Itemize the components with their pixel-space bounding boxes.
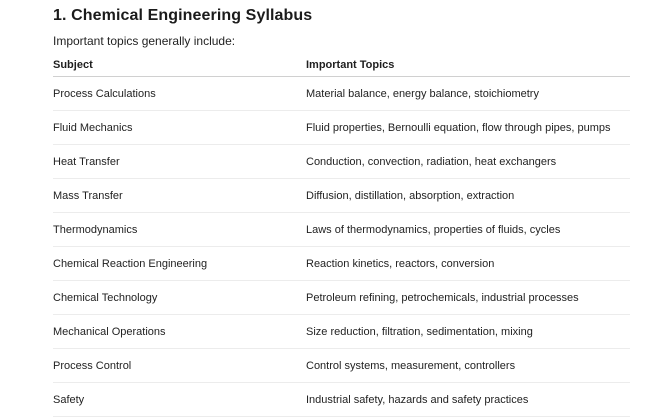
topics-cell: Fluid properties, Bernoulli equation, fl… — [306, 110, 630, 145]
table-row: Thermodynamics Laws of thermodynamics, p… — [53, 212, 630, 247]
document: 1. Chemical Engineering Syllabus Importa… — [53, 0, 630, 417]
table-row: Heat Transfer Conduction, convection, ra… — [53, 144, 630, 179]
table-row: Process Control Control systems, measure… — [53, 348, 630, 383]
table-row: Process Calculations Material balance, e… — [53, 76, 630, 111]
table-row: Mechanical Operations Size reduction, fi… — [53, 314, 630, 349]
intro-text: Important topics generally include: — [53, 34, 236, 48]
syllabus-table: Subject Important Topics Process Calcula… — [53, 53, 630, 417]
subject-cell: Chemical Reaction Engineering — [53, 246, 306, 281]
table-row: Fluid Mechanics Fluid properties, Bernou… — [53, 110, 630, 145]
topics-cell: Size reduction, filtration, sedimentatio… — [306, 314, 630, 349]
subject-cell: Fluid Mechanics — [53, 110, 306, 145]
subject-cell: Heat Transfer — [53, 144, 306, 179]
topics-cell: Material balance, energy balance, stoich… — [306, 76, 630, 111]
subject-cell: Process Calculations — [53, 76, 306, 111]
subject-cell: Mechanical Operations — [53, 314, 306, 349]
subject-cell: Process Control — [53, 348, 306, 383]
table-row: Chemical Reaction Engineering Reaction k… — [53, 246, 630, 281]
table-row: Chemical Technology Petroleum refining, … — [53, 280, 630, 315]
table-header-row: Subject Important Topics — [53, 53, 630, 77]
header-important-topics: Important Topics — [306, 53, 630, 77]
table-row: Mass Transfer Diffusion, distillation, a… — [53, 178, 630, 213]
subject-cell: Safety — [53, 382, 306, 417]
subject-cell: Chemical Technology — [53, 280, 306, 315]
topics-cell: Laws of thermodynamics, properties of fl… — [306, 212, 630, 247]
topics-cell: Control systems, measurement, controller… — [306, 348, 630, 383]
topics-cell: Conduction, convection, radiation, heat … — [306, 144, 630, 179]
page-title: 1. Chemical Engineering Syllabus — [53, 7, 313, 24]
subject-cell: Mass Transfer — [53, 178, 306, 213]
table-row: Safety Industrial safety, hazards and sa… — [53, 382, 630, 417]
subject-cell: Thermodynamics — [53, 212, 306, 247]
topics-cell: Petroleum refining, petrochemicals, indu… — [306, 280, 630, 315]
topics-cell: Industrial safety, hazards and safety pr… — [306, 382, 630, 417]
topics-cell: Reaction kinetics, reactors, conversion — [306, 246, 630, 281]
header-subject: Subject — [53, 53, 306, 77]
topics-cell: Diffusion, distillation, absorption, ext… — [306, 178, 630, 213]
